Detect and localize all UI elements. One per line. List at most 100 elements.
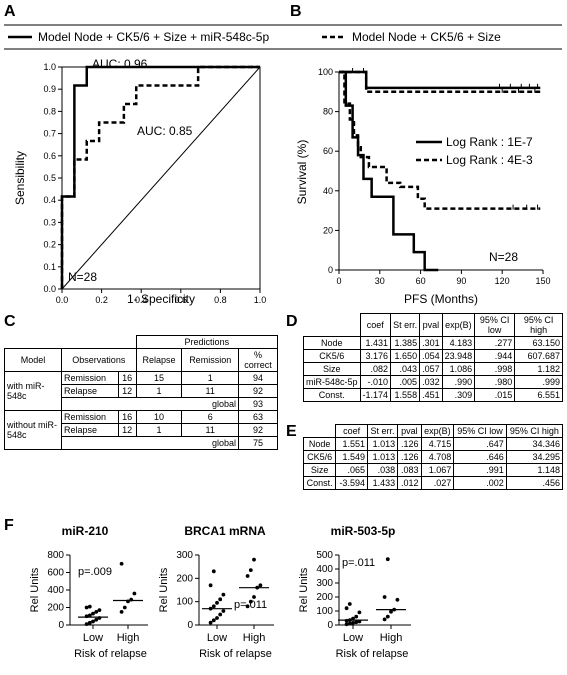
survival-y-tick-label: 0 xyxy=(328,265,333,275)
table-cell: 6 xyxy=(181,410,239,424)
roc-y-tick-label: 0.7 xyxy=(43,129,56,139)
roc-auc-dashed: AUC: 0.85 xyxy=(137,124,193,138)
shared-legend: Model Node + CK5/6 + Size + miR-548c-5p … xyxy=(4,24,562,50)
regression-table-e: coef St err. pval exp(B) 95% CI low 95% CI hi… xyxy=(302,424,564,490)
dotplot-point xyxy=(218,612,223,617)
roc-y-tick-label: 0.5 xyxy=(43,173,56,183)
table-cell: 94 xyxy=(238,371,278,385)
d-cell: 6.551 xyxy=(514,388,563,402)
panel-letter-e: E xyxy=(286,423,297,440)
survival-dashed-lower-curve xyxy=(339,70,541,210)
dotplot-title: miR-210 xyxy=(62,524,109,538)
e-cell: 34.295 xyxy=(505,450,564,464)
dotplot-title: miR-503-5p xyxy=(331,524,396,538)
d-cell: .301 xyxy=(419,336,443,350)
dotplot-point xyxy=(344,622,349,627)
d-cell: 1.431 xyxy=(359,336,392,350)
d-cell: .054 xyxy=(419,349,443,363)
d-cell: .998 xyxy=(474,362,516,376)
table-cell: 92 xyxy=(238,384,278,398)
model-with-label: with miR-548c xyxy=(4,371,62,411)
dotplot-point xyxy=(132,591,137,596)
regression-table-d: coef St err. pval exp(B) 95% CI low 95% CI hi… xyxy=(303,313,563,402)
d-row-label: Size xyxy=(303,362,361,376)
table-cell: 15 xyxy=(135,371,183,385)
d-row-label: CK5/6 xyxy=(303,349,361,363)
e-row-label: CK5/6 xyxy=(302,450,337,464)
dotplot-point xyxy=(221,609,226,613)
dotplot-pvalue: p=.011 xyxy=(234,599,267,611)
roc-x-tick-label: 0.4 xyxy=(135,295,148,305)
d-cell: 3.176 xyxy=(359,349,392,363)
dotplot-category-label: Low xyxy=(343,632,363,644)
dotplot-point xyxy=(87,604,92,609)
d-cell: .043 xyxy=(390,362,421,376)
table-cell: 16 xyxy=(117,410,137,424)
dotplot-point xyxy=(221,592,226,597)
e-cell: 1.433 xyxy=(366,476,399,490)
panel-letter-a: A xyxy=(4,3,16,20)
dotplot-point xyxy=(94,617,99,622)
d-header: coef xyxy=(359,313,392,337)
dotplot-point xyxy=(84,622,89,627)
roc-y-axis-label: Sensibility xyxy=(13,151,27,205)
roc-y-tick-label: 1.0 xyxy=(43,62,56,72)
dotplot-point xyxy=(248,568,253,573)
dotplot-point xyxy=(208,583,213,588)
roc-x-tick-label: 0.2 xyxy=(95,295,108,305)
roc-y-tick-label: 0.2 xyxy=(43,240,56,250)
survival-x-tick-label: 90 xyxy=(456,276,466,286)
e-cell: 1.549 xyxy=(335,450,368,464)
e-header: 95% CI high xyxy=(505,424,564,438)
d-cell: 1.650 xyxy=(390,349,421,363)
dotplot-y-tick-label: 300 xyxy=(176,550,193,561)
e-cell: 4.715 xyxy=(420,437,455,451)
global-value: 93 xyxy=(238,397,278,411)
dotplot-point xyxy=(84,605,89,610)
dotplot-y-tick-label: 400 xyxy=(47,585,64,596)
survival-solid-lower-curve xyxy=(339,70,439,272)
dotplot-point xyxy=(354,620,359,625)
e-header: exp(B) xyxy=(420,424,455,438)
table-cell: 16 xyxy=(117,371,137,385)
dotplot-title: BRCA1 mRNA xyxy=(184,524,266,538)
e-cell: -3.594 xyxy=(335,476,368,490)
roc-x-tick-label: 0.8 xyxy=(214,295,227,305)
d-cell: .005 xyxy=(390,375,421,389)
e-cell: .991 xyxy=(453,463,507,477)
table-cell: 92 xyxy=(238,423,278,437)
e-cell: .126 xyxy=(397,437,422,451)
dotplot-point xyxy=(94,609,99,614)
dotplot-x-axis-label: Risk of relapse xyxy=(74,648,147,660)
dotplot-point xyxy=(395,597,400,602)
d-cell: -1.174 xyxy=(359,388,392,402)
dotplot-point xyxy=(252,595,256,599)
e-cell: 4.708 xyxy=(420,450,455,464)
panel-letter-c: C xyxy=(4,313,16,330)
table-cell: 11 xyxy=(181,384,239,398)
dotplot-point xyxy=(252,557,256,562)
col-pct-correct: % correct xyxy=(238,348,278,372)
d-cell: .032 xyxy=(419,375,443,389)
survival-chart: 0 20 40 60 80 100 0 30 60 90 120 150 Log Rank : 1E… xyxy=(295,67,551,306)
dotplot-category-label: High xyxy=(243,632,266,644)
legend-dashed-label: Model Node + CK5/6 + Size xyxy=(352,30,501,44)
dotplot-point xyxy=(354,614,359,619)
dotplot-point xyxy=(382,595,387,599)
d-cell: .309 xyxy=(441,388,476,402)
model-without-label: without miR-548c xyxy=(4,410,62,450)
dotplot-point xyxy=(385,557,390,562)
dotplot-y-tick-label: 400 xyxy=(316,564,333,575)
d-cell: .999 xyxy=(514,375,563,389)
survival-y-tick-label: 20 xyxy=(323,225,333,235)
survival-y-tick-label: 100 xyxy=(318,67,333,77)
survival-y-tick-label: 80 xyxy=(323,107,333,117)
survival-x-tick-label: 30 xyxy=(375,276,385,286)
e-cell: .083 xyxy=(397,463,422,477)
dotplot-y-tick-label: 500 xyxy=(316,550,333,561)
survival-x-axis-label: PFS (Months) xyxy=(404,292,478,306)
survival-x-tick-label: 150 xyxy=(535,276,550,286)
table-cell: 1 xyxy=(181,371,239,385)
e-cell: .012 xyxy=(397,476,422,490)
